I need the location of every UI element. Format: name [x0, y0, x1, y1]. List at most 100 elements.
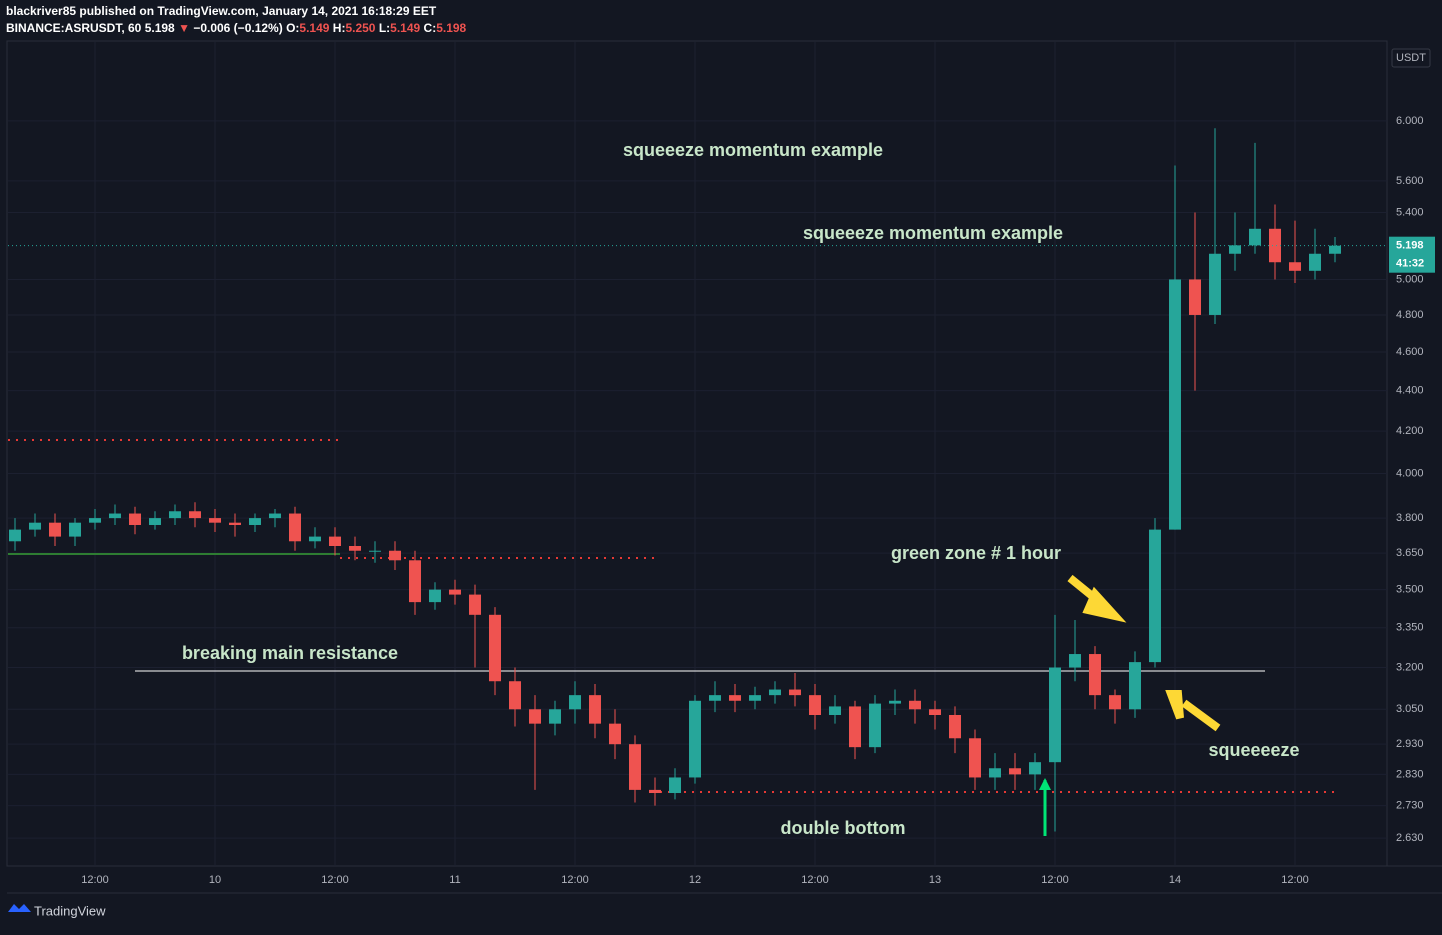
- annotation: double bottom: [781, 818, 906, 838]
- candle-body: [29, 522, 41, 530]
- annotation: breaking main resistance: [182, 643, 398, 663]
- x-tick-label: 12: [689, 874, 701, 886]
- currency: USDT: [1396, 52, 1426, 64]
- candle-body: [129, 513, 141, 525]
- candle-body: [1089, 654, 1101, 696]
- candle-body: [1109, 695, 1121, 710]
- candle-body: [169, 511, 181, 519]
- yellow-arrow: [1067, 574, 1127, 623]
- last-price-box: [1389, 236, 1435, 273]
- y-tick-label: 2.930: [1396, 738, 1424, 750]
- candle-body: [1069, 654, 1081, 668]
- candle-body: [1189, 279, 1201, 315]
- candle-body: [549, 709, 561, 724]
- c-label: C:: [424, 21, 437, 35]
- candle-body: [349, 546, 361, 551]
- y-tick-label: 5.400: [1396, 206, 1424, 218]
- y-tick-label: 3.350: [1396, 622, 1424, 634]
- candle-body: [149, 518, 161, 525]
- publisher: blackriver85 published on TradingView.co…: [6, 4, 437, 18]
- candle-body: [429, 589, 441, 603]
- candle-body: [509, 681, 521, 710]
- x-tick-label: 12:00: [1041, 874, 1069, 886]
- candle-body: [969, 738, 981, 778]
- candle-body: [1249, 228, 1261, 246]
- y-tick-label: 4.000: [1396, 467, 1424, 479]
- axes: 2.630 2.730 2.830 2.930 3.050 3.200 3.350 3.500…: [81, 115, 1435, 886]
- candle-body: [829, 706, 841, 716]
- candle-body: [1329, 245, 1341, 254]
- symbol: BINANCE:ASRUSDT, 60: [6, 21, 142, 35]
- annotation: squeeeeze: [1208, 740, 1299, 760]
- candle-body: [569, 695, 581, 710]
- last: 5.198: [145, 21, 175, 35]
- y-tick-label: 2.730: [1396, 800, 1424, 812]
- candle-body: [889, 700, 901, 704]
- candle-body: [1309, 253, 1321, 271]
- candle-body: [649, 789, 661, 794]
- x-tick-label: 11: [449, 874, 460, 886]
- candle-body: [629, 744, 641, 790]
- y-tick-label: 5.600: [1396, 175, 1424, 187]
- tv-logo: [8, 904, 31, 912]
- candle-body: [1149, 529, 1161, 663]
- candle-body: [909, 700, 921, 710]
- quote-line: BINANCE:ASRUSDT, 60 5.198 ▼ −0.006 (−0.1…: [6, 21, 467, 35]
- candle-body: [869, 703, 881, 748]
- h: 5.250: [345, 21, 375, 35]
- o: 5.149: [299, 21, 329, 35]
- candle-body: [989, 768, 1001, 778]
- countdown: 41:32: [1396, 258, 1424, 270]
- x-tick-label: 14: [1169, 874, 1181, 886]
- candle-body: [849, 706, 861, 748]
- candle-body: [589, 695, 601, 724]
- candle-body: [1129, 662, 1141, 710]
- x-tick-label: 12:00: [81, 874, 109, 886]
- candle-body: [309, 536, 321, 542]
- y-tick-label: 5.000: [1396, 273, 1424, 285]
- h-label: H:: [333, 21, 346, 35]
- candle-body: [709, 695, 721, 701]
- l: 5.149: [390, 21, 420, 35]
- candle-body: [109, 513, 121, 519]
- candle-body: [69, 522, 81, 537]
- candle-body: [789, 689, 801, 696]
- candle-body: [1049, 667, 1061, 763]
- y-tick-label: 4.600: [1396, 346, 1424, 358]
- candle-body: [689, 700, 701, 778]
- candle-body: [409, 560, 421, 603]
- last-price: 5.198: [1396, 240, 1424, 252]
- candle-body: [389, 550, 401, 561]
- candle-body: [929, 709, 941, 716]
- candle-body: [1269, 228, 1281, 263]
- candle-body: [89, 518, 101, 523]
- candle-body: [249, 518, 261, 525]
- candle-body: [269, 513, 281, 519]
- y-tick-label: 2.830: [1396, 768, 1424, 780]
- candle-body: [329, 536, 341, 547]
- x-tick-label: 12:00: [321, 874, 349, 886]
- candle-body: [669, 777, 681, 794]
- candle-body: [609, 723, 621, 745]
- candle-body: [489, 614, 501, 682]
- candle-body: [1029, 762, 1041, 775]
- candle-body: [469, 594, 481, 615]
- candle-body: [949, 715, 961, 739]
- candle-body: [189, 511, 201, 519]
- arrow: ▼: [178, 21, 190, 35]
- annotation: squeeeze momentum example: [623, 140, 883, 160]
- x-tick-label: 12:00: [1281, 874, 1309, 886]
- candle-body: [49, 522, 61, 537]
- candles: [8, 128, 1387, 832]
- y-tick-label: 3.800: [1396, 512, 1424, 524]
- grid: [8, 42, 1387, 866]
- candle-body: [729, 695, 741, 701]
- y-tick-label: 3.050: [1396, 703, 1424, 715]
- yellow-arrow: [1165, 690, 1221, 732]
- candle-body: [1229, 245, 1241, 254]
- candle-body: [1009, 768, 1021, 775]
- candle-body: [449, 589, 461, 595]
- y-tick-label: 4.400: [1396, 385, 1424, 397]
- candle-body: [229, 522, 241, 525]
